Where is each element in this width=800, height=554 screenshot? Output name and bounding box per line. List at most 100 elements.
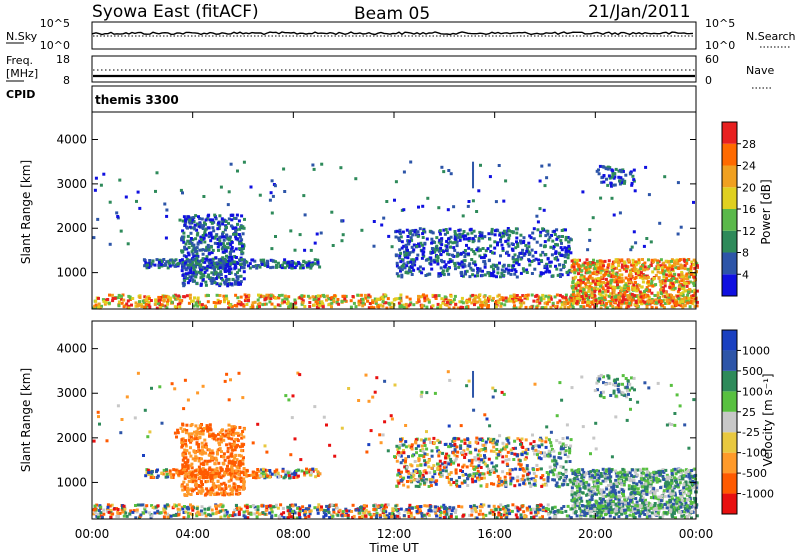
scatter-cell <box>690 516 693 520</box>
scatter-cell <box>681 283 685 287</box>
scatter-cell <box>601 287 605 291</box>
scatter-cell <box>539 298 543 302</box>
scatter-cell <box>288 263 292 267</box>
scatter-cell <box>253 505 257 509</box>
scatter-cell <box>591 216 595 220</box>
scatter-cell <box>683 515 687 519</box>
scatter-cell <box>224 259 228 262</box>
scatter-cell <box>234 260 238 264</box>
scatter-cell <box>224 487 228 490</box>
scatter-cell <box>443 232 447 236</box>
scatter-cell <box>102 512 106 516</box>
scatter-cell <box>553 510 557 513</box>
scatter-cell <box>673 260 677 264</box>
scatter-cell <box>464 272 467 276</box>
scatter-cell <box>226 246 230 250</box>
scatter-cell <box>435 255 439 258</box>
scatter-cell <box>452 306 456 310</box>
scatter-cell <box>471 268 475 272</box>
scatter-cell <box>197 224 201 228</box>
scatter-cell <box>430 230 434 234</box>
scatter-cell <box>535 306 539 310</box>
scatter-cell <box>682 296 686 300</box>
scatter-cell <box>437 249 441 253</box>
scatter-cell <box>431 304 435 308</box>
scatter-cell <box>565 298 569 302</box>
scatter-cell <box>301 301 305 305</box>
scatter-cell <box>237 282 241 286</box>
scatter-cell <box>97 509 101 513</box>
scatter-cell <box>660 516 664 520</box>
scatter-cell <box>227 423 231 427</box>
scatter-cell <box>192 488 196 492</box>
scatter-cell <box>632 512 635 516</box>
scatter-cell <box>218 284 222 288</box>
scatter-cell <box>539 271 543 275</box>
scatter-cell <box>527 241 531 245</box>
scatter-cell <box>642 244 646 248</box>
scatter-cell <box>346 515 350 519</box>
scatter-cell <box>518 306 522 310</box>
scatter-cell <box>117 296 121 300</box>
scatter-cell <box>398 253 402 257</box>
scatter-cell <box>405 306 409 310</box>
scatter-cell <box>218 239 222 243</box>
scatter-cell <box>573 269 577 273</box>
scatter-cell <box>532 515 536 519</box>
scatter-cell <box>610 278 614 282</box>
scatter-cell <box>209 513 213 517</box>
scatter-cell <box>650 291 654 295</box>
scatter-cell <box>607 274 611 278</box>
scatter-cell <box>632 178 636 182</box>
scatter-cell <box>443 265 447 269</box>
scatter-cell <box>690 295 694 299</box>
scatter-cell <box>625 514 629 518</box>
scatter-cell <box>198 303 202 307</box>
scatter-cell <box>530 293 534 297</box>
scatter-cell <box>423 241 427 245</box>
scatter-cell <box>679 225 683 229</box>
scatter-cell <box>494 305 498 309</box>
scatter-cell <box>361 508 365 512</box>
scatter-cell <box>231 430 235 434</box>
scatter-cell <box>185 429 189 432</box>
scatter-cell <box>519 257 523 261</box>
scatter-cell <box>629 272 633 276</box>
scatter-cell <box>249 306 253 310</box>
scatter-cell <box>542 208 546 212</box>
scatter-cell <box>194 237 198 241</box>
scatter-cell <box>658 280 662 284</box>
scatter-cell <box>190 250 194 254</box>
scatter-cell <box>307 514 311 518</box>
scatter-cell <box>283 470 287 474</box>
scatter-cell <box>187 271 191 275</box>
scatter-cell <box>229 262 233 266</box>
scatter-cell <box>169 514 173 518</box>
scatter-cell <box>662 306 666 310</box>
scatter-cell <box>341 510 345 514</box>
scatter-cell <box>117 300 121 304</box>
scatter-cell <box>189 503 192 507</box>
scatter-cell <box>477 512 481 516</box>
scatter-cell <box>614 298 618 302</box>
scatter-cell <box>164 295 168 299</box>
scatter-cell <box>198 217 202 221</box>
scatter-cell <box>598 279 602 283</box>
scatter-cell <box>154 300 158 304</box>
scatter-cell <box>626 301 630 305</box>
scatter-cell <box>240 250 244 254</box>
scatter-cell <box>551 274 555 278</box>
scatter-cell <box>220 454 223 458</box>
scatter-cell <box>303 248 307 252</box>
scatter-cell <box>206 425 210 429</box>
scatter-cell <box>695 514 699 518</box>
scatter-cell <box>629 172 633 176</box>
scatter-cell <box>663 175 667 179</box>
scatter-cell <box>221 278 225 282</box>
scatter-cell <box>532 299 536 303</box>
cpid-frame <box>91 85 697 113</box>
scatter-cell <box>561 235 564 238</box>
scatter-cell <box>322 511 326 515</box>
scatter-cell <box>190 506 194 510</box>
scatter-cell <box>189 266 193 270</box>
